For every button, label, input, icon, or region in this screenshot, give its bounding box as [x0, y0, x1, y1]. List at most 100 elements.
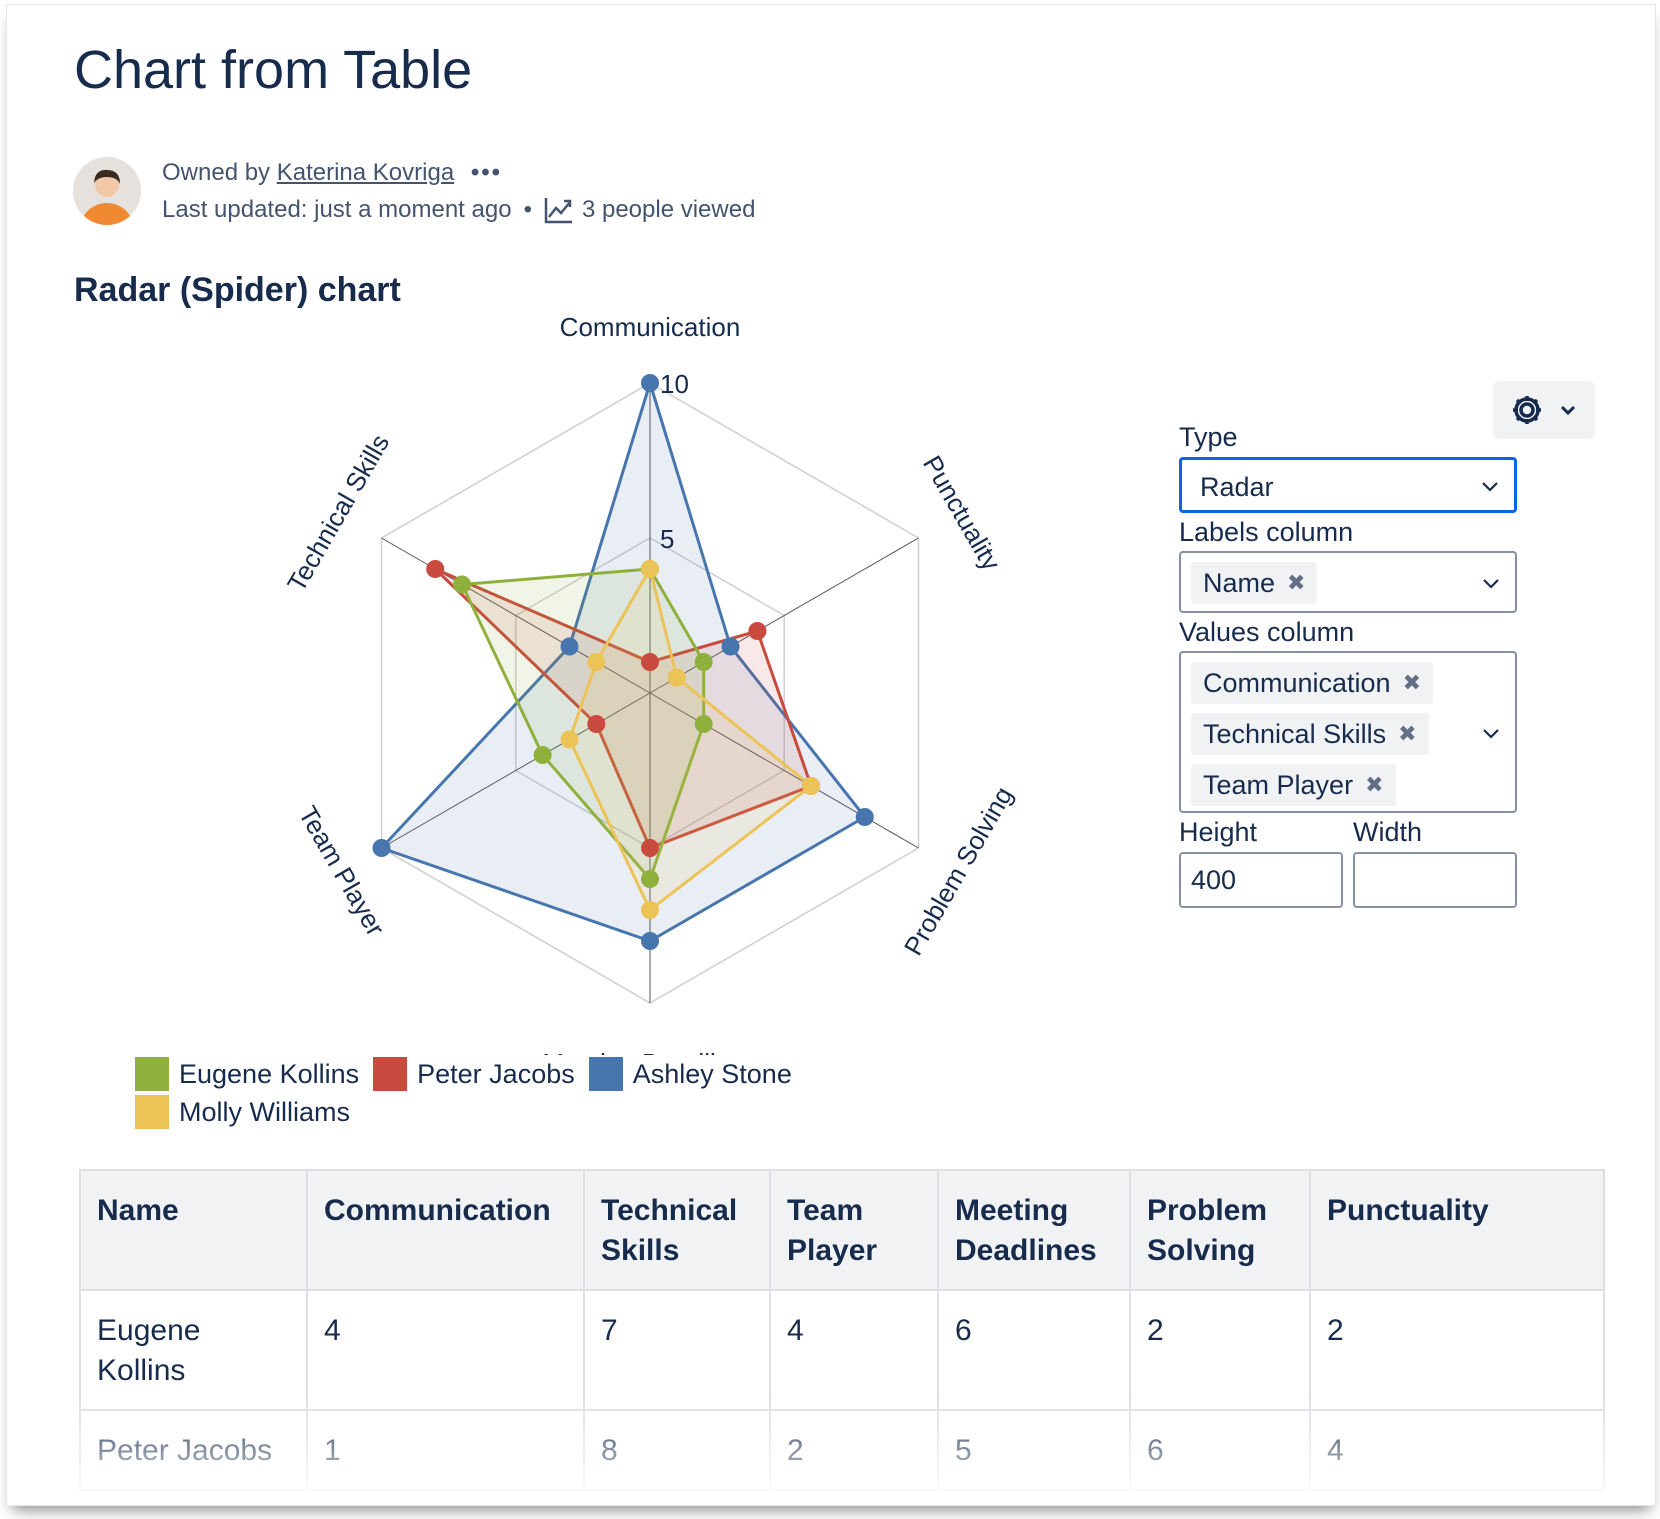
table-cell: 8	[583, 1409, 771, 1491]
column-header: Technical Skills	[583, 1169, 771, 1291]
data-point	[560, 730, 579, 749]
data-point	[372, 839, 391, 857]
table-cell: 6	[937, 1289, 1131, 1411]
legend-item[interactable]: Ashley Stone	[588, 1055, 792, 1093]
table-cell: Eugene Kollins	[79, 1289, 308, 1411]
axis-spoke	[649, 692, 919, 849]
tag-technical-skills: Technical Skills ✖	[1191, 713, 1429, 755]
table-row: Eugene Kollins 4 7 4 6 2 2	[79, 1289, 1605, 1411]
column-header: Name	[79, 1169, 308, 1291]
column-header: Punctuality	[1309, 1169, 1605, 1291]
data-point	[748, 622, 767, 640]
axis-spoke	[381, 692, 651, 849]
section-title: Radar (Spider) chart	[74, 271, 401, 309]
data-point	[641, 870, 659, 888]
data-table: Name Communication Technical Skills Team…	[79, 1169, 1605, 1491]
data-point	[641, 901, 659, 919]
data-point	[533, 746, 552, 764]
legend-swatch	[373, 1057, 408, 1091]
data-point	[641, 839, 659, 857]
data-point	[560, 637, 579, 656]
chevron-down-icon	[1483, 729, 1499, 739]
data-point	[453, 575, 472, 594]
width-label: Width	[1353, 817, 1423, 847]
legend-item[interactable]: Peter Jacobs	[373, 1055, 575, 1093]
column-header: Meeting Deadlines	[937, 1169, 1131, 1291]
table-cell: 6	[1129, 1409, 1311, 1491]
labels-column-select[interactable]: Name ✖	[1179, 551, 1517, 613]
legend-swatch	[588, 1057, 623, 1091]
data-point	[802, 777, 821, 795]
legend-item[interactable]: Eugene Kollins	[135, 1055, 359, 1093]
data-point	[641, 932, 659, 950]
axis-label: Technical Skills	[281, 429, 395, 597]
data-point	[641, 653, 659, 671]
table-cell: 2	[769, 1409, 939, 1491]
radar-chart: 5 10 Communication Punctuality Problem Solvi…	[281, 312, 1019, 1055]
legend-item[interactable]: Molly Williams	[135, 1093, 350, 1131]
close-icon[interactable]: ✖	[1365, 772, 1384, 797]
axis-label: Meeting Deadlines	[542, 1048, 757, 1055]
legend-label: Peter Jacobs	[417, 1058, 575, 1089]
data-point	[641, 560, 659, 578]
axis-label: Communication	[560, 312, 741, 342]
height-input[interactable]	[1179, 852, 1343, 908]
table-cell: 1	[306, 1409, 585, 1491]
height-label: Height	[1179, 817, 1258, 847]
table-header-row: Name Communication Technical Skills Team…	[79, 1169, 1605, 1291]
more-dots-icon[interactable]: •••	[470, 159, 503, 186]
tag-label: Communication	[1203, 667, 1391, 698]
legend-label: Eugene Kollins	[179, 1058, 360, 1089]
owner-line: Owned by Katerina Kovriga •••	[162, 159, 502, 187]
labels-column-label: Labels column	[1179, 517, 1354, 547]
data-point	[721, 637, 740, 656]
tag-label: Team Player	[1203, 769, 1354, 800]
table-cell: 2	[1309, 1289, 1605, 1411]
values-column-select[interactable]: Communication ✖ Technical Skills ✖ Team …	[1179, 651, 1517, 813]
table-cell: 2	[1129, 1289, 1311, 1411]
gear-icon	[1513, 396, 1541, 424]
legend-swatch	[135, 1095, 169, 1129]
owned-by-label: Owned by	[162, 159, 271, 186]
last-updated-text: Last updated: just a moment ago	[162, 196, 512, 223]
table-cell: 4	[306, 1289, 585, 1411]
close-icon[interactable]: ✖	[1402, 670, 1422, 695]
tag-name: Name ✖	[1191, 562, 1318, 604]
type-label: Type	[1179, 422, 1238, 452]
width-input[interactable]	[1353, 852, 1517, 908]
data-point	[855, 808, 874, 826]
table-cell: 7	[583, 1289, 771, 1411]
trend-chart-icon	[544, 198, 572, 224]
tag-label: Technical Skills	[1203, 718, 1387, 749]
data-point	[694, 653, 713, 671]
table-row: Peter Jacobs 1 8 2 5 6 4	[79, 1409, 1605, 1491]
legend-swatch	[135, 1057, 169, 1091]
type-select[interactable]: Radar	[1179, 457, 1517, 513]
legend-label: Molly Williams	[179, 1096, 350, 1127]
data-point	[667, 668, 686, 687]
data-point	[426, 560, 445, 578]
page-frame: Chart from Table Owned by Katerina Kovri…	[6, 4, 1656, 1506]
axis-label: Problem Solving	[898, 781, 1019, 960]
column-header: Problem Solving	[1129, 1169, 1311, 1291]
close-icon[interactable]: ✖	[1398, 721, 1417, 746]
owner-link[interactable]: Katerina Kovriga	[276, 159, 455, 186]
people-viewed-link[interactable]: 3 people viewed	[581, 196, 756, 223]
tick-label: 5	[660, 524, 674, 554]
legend-label: Ashley Stone	[632, 1058, 792, 1089]
tick-label: 10	[660, 369, 689, 399]
tag-label: Name	[1203, 567, 1276, 598]
axis-label: Punctuality	[917, 450, 1007, 575]
chart-settings-button[interactable]	[1493, 381, 1595, 439]
table-cell: Peter Jacobs	[79, 1409, 308, 1491]
data-point	[587, 653, 606, 671]
column-header: Communication	[306, 1169, 585, 1291]
axis-spoke	[649, 537, 919, 694]
chevron-down-icon	[1483, 579, 1499, 589]
data-point	[694, 715, 713, 733]
table-cell: 5	[937, 1409, 1131, 1491]
close-icon[interactable]: ✖	[1287, 570, 1306, 595]
chevron-down-icon	[1482, 482, 1498, 492]
user-avatar[interactable]	[73, 157, 141, 225]
update-line: Last updated: just a moment ago • 3 peop…	[162, 196, 755, 224]
